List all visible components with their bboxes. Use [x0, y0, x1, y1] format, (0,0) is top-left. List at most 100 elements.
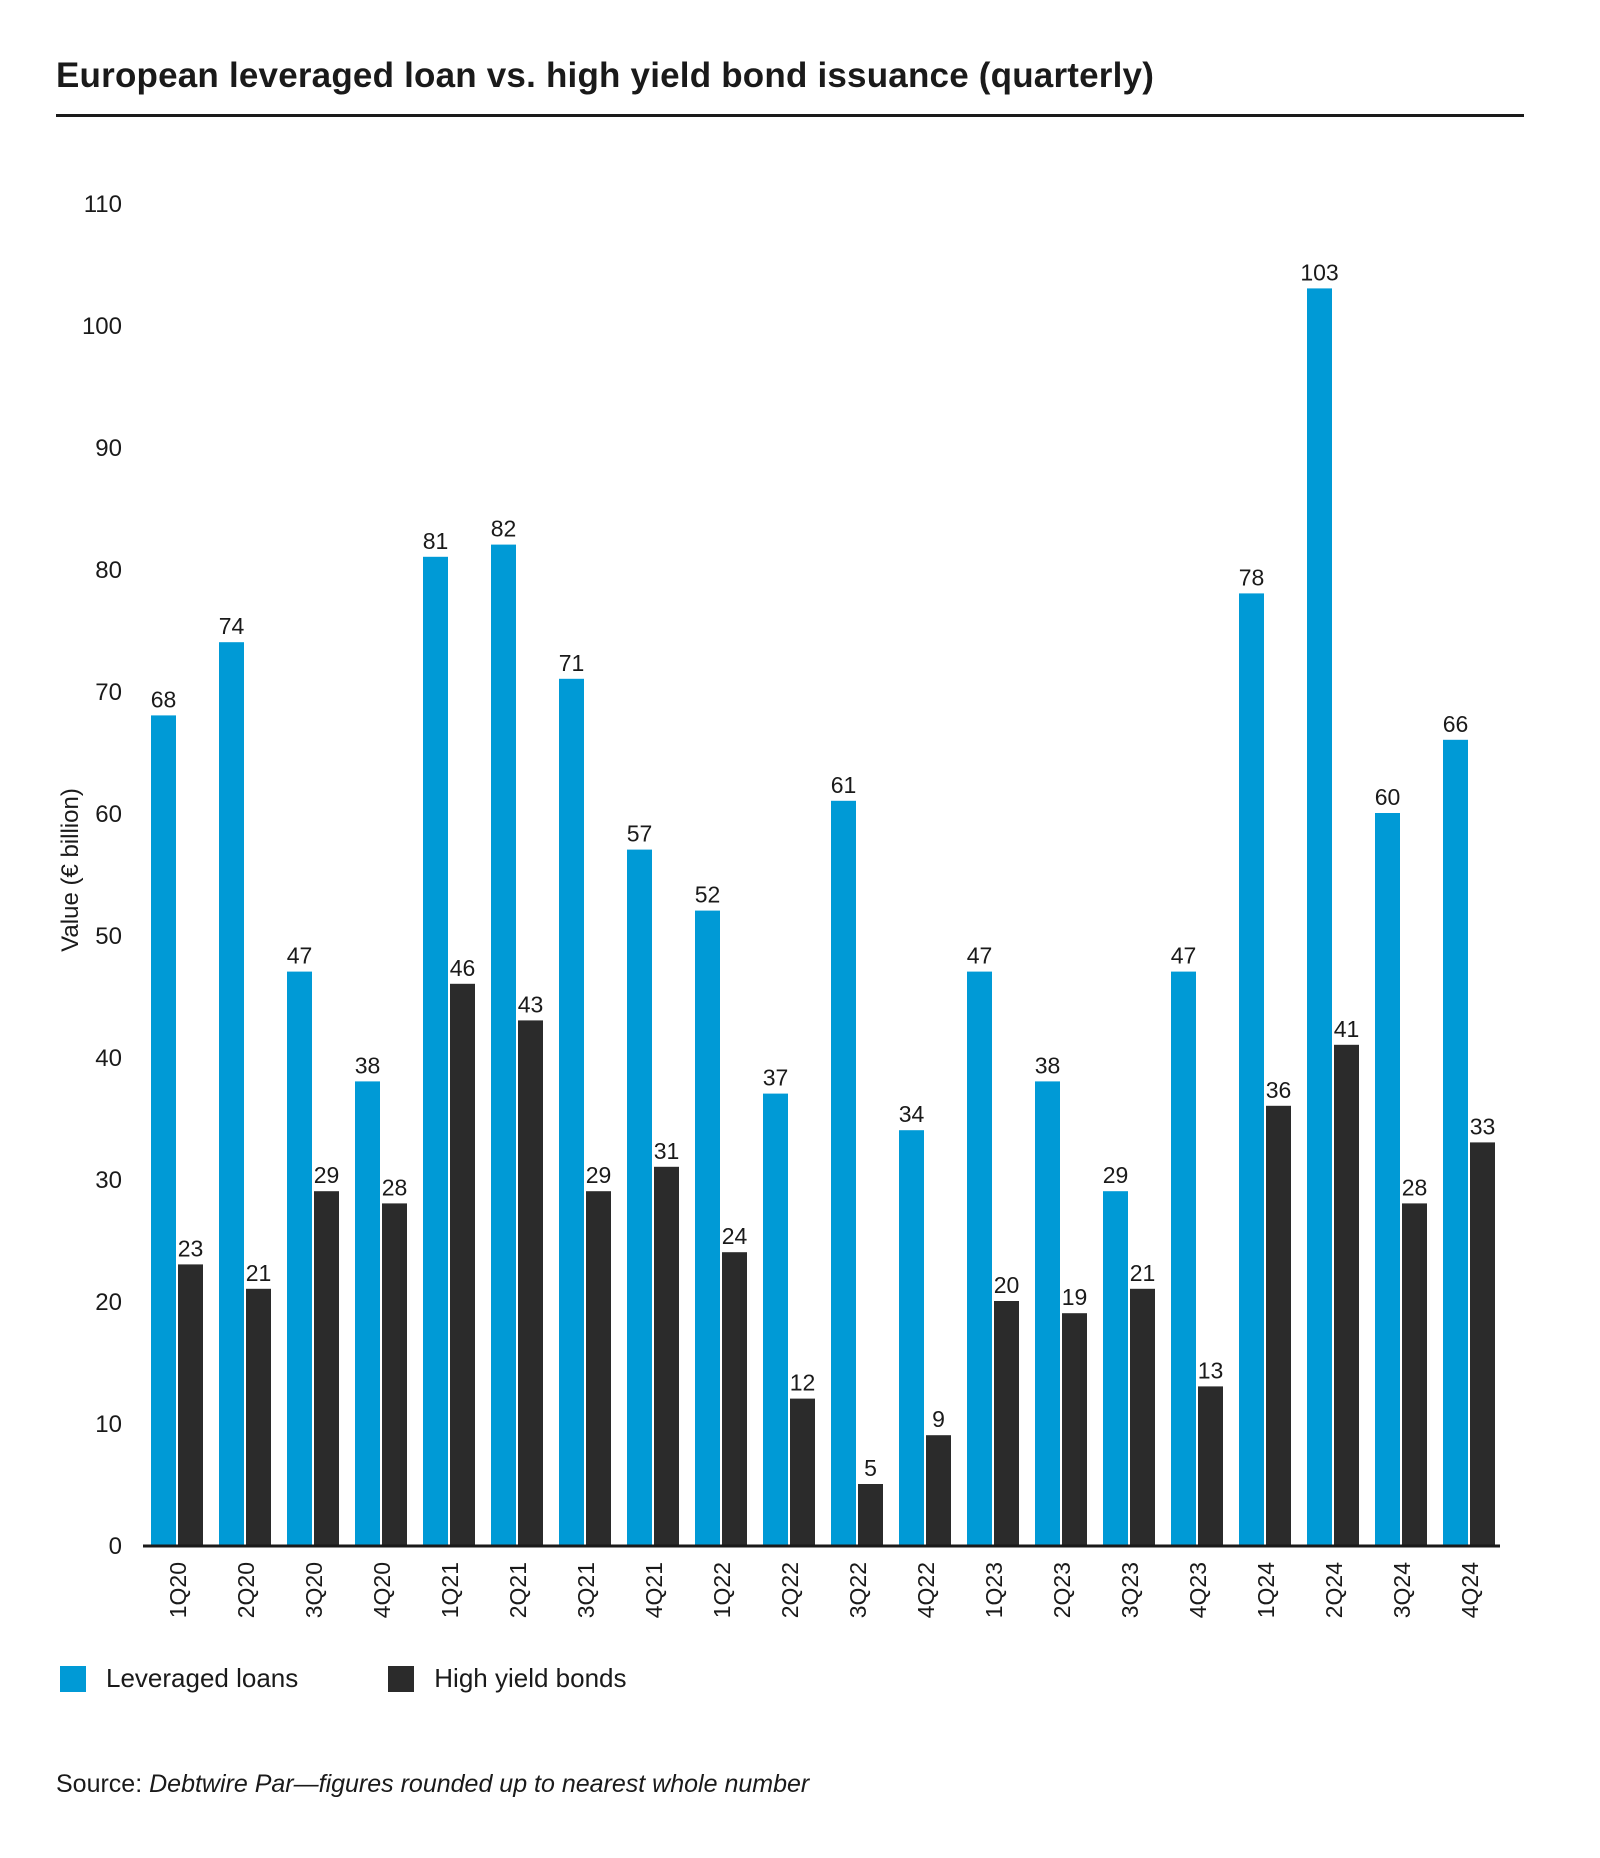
legend-swatch-high-yield-bonds	[388, 1665, 415, 1692]
data-label-leveraged-loans: 57	[627, 821, 653, 847]
bar-leveraged-loans-2q20	[219, 642, 244, 1545]
bar-leveraged-loans-2q23	[1035, 1081, 1060, 1545]
data-label-high-yield-bonds: 33	[1470, 1113, 1496, 1139]
bar-leveraged-loans-1q22	[695, 910, 720, 1545]
bar-leveraged-loans-1q24	[1239, 593, 1264, 1545]
y-tick-label: 100	[82, 313, 122, 340]
data-label-leveraged-loans: 47	[287, 943, 313, 969]
y-tick-label: 70	[95, 679, 122, 706]
bar-high-yield-bonds-1q20	[178, 1264, 203, 1545]
data-label-high-yield-bonds: 24	[722, 1223, 748, 1249]
bar-high-yield-bonds-2q23	[1062, 1313, 1087, 1545]
bar-leveraged-loans-1q21	[423, 556, 448, 1545]
data-label-leveraged-loans: 61	[831, 772, 857, 798]
y-axis-title: Value (€ billion)	[57, 788, 84, 952]
bar-high-yield-bonds-4q21	[654, 1166, 679, 1545]
data-label-high-yield-bonds: 20	[994, 1272, 1020, 1298]
legend-swatch-leveraged-loans	[60, 1665, 86, 1692]
y-tick-label: 30	[95, 1167, 122, 1194]
bar-leveraged-loans-3q22	[831, 800, 856, 1545]
x-tick-label: 2Q20	[233, 1562, 259, 1618]
source-text: Debtwire Par—figures rounded up to neare…	[149, 1770, 810, 1798]
data-label-high-yield-bonds: 29	[586, 1162, 612, 1188]
bar-leveraged-loans-4q22	[899, 1130, 924, 1545]
data-label-leveraged-loans: 81	[423, 528, 449, 554]
data-label-high-yield-bonds: 28	[382, 1174, 408, 1200]
bar-chart: 0 10 20 30 40 50 60 70 80 90 100 110 Value (€ billio…	[57, 191, 1500, 1618]
x-tick-label: 2Q21	[505, 1562, 531, 1618]
data-label-high-yield-bonds: 28	[1402, 1174, 1428, 1200]
data-label-high-yield-bonds: 5	[864, 1455, 877, 1481]
data-label-leveraged-loans: 66	[1443, 711, 1469, 737]
bar-leveraged-loans-3q21	[559, 678, 584, 1545]
x-tick-label: 1Q20	[165, 1562, 191, 1618]
legend-label-leveraged-loans: Leveraged loans	[106, 1663, 299, 1693]
y-tick-label: 90	[95, 435, 122, 462]
bar-high-yield-bonds-4q23	[1198, 1386, 1223, 1545]
bar-leveraged-loans-2q22	[763, 1093, 788, 1545]
bar-high-yield-bonds-2q22	[790, 1398, 815, 1545]
x-tick-label: 2Q24	[1321, 1562, 1347, 1618]
data-label-high-yield-bonds: 13	[1198, 1357, 1224, 1383]
data-label-leveraged-loans: 29	[1103, 1162, 1129, 1188]
x-tick-label: 4Q24	[1457, 1562, 1483, 1618]
source-label: Source:	[56, 1770, 143, 1798]
bar-leveraged-loans-4q24	[1443, 739, 1468, 1545]
bar-high-yield-bonds-1q22	[722, 1252, 747, 1545]
x-tick-label: 4Q23	[1185, 1562, 1211, 1618]
bar-high-yield-bonds-3q23	[1130, 1288, 1155, 1545]
x-tick-label: 4Q22	[913, 1562, 939, 1618]
data-label-high-yield-bonds: 23	[178, 1235, 204, 1261]
data-label-leveraged-loans: 37	[763, 1065, 789, 1091]
x-tick-label: 3Q21	[573, 1562, 599, 1618]
data-label-high-yield-bonds: 19	[1062, 1284, 1088, 1310]
data-label-leveraged-loans: 71	[559, 650, 585, 676]
bar-high-yield-bonds-1q24	[1266, 1105, 1291, 1545]
y-tick-label: 10	[95, 1411, 122, 1438]
data-label-leveraged-loans: 47	[967, 943, 993, 969]
data-label-high-yield-bonds: 31	[654, 1138, 680, 1164]
y-tick-label: 50	[95, 923, 122, 950]
bar-leveraged-loans-4q20	[355, 1081, 380, 1545]
data-label-high-yield-bonds: 29	[314, 1162, 340, 1188]
x-tick-label: 4Q20	[369, 1562, 395, 1618]
x-tick-label: 1Q24	[1253, 1562, 1279, 1618]
y-tick-label: 0	[109, 1533, 122, 1560]
legend: Leveraged loans High yield bonds	[60, 1663, 717, 1694]
bar-high-yield-bonds-2q21	[518, 1020, 543, 1545]
bar-leveraged-loans-3q23	[1103, 1191, 1128, 1545]
data-label-high-yield-bonds: 43	[518, 991, 544, 1017]
data-label-high-yield-bonds: 12	[790, 1370, 816, 1396]
bar-leveraged-loans-2q24	[1307, 288, 1332, 1545]
y-tick-label: 60	[95, 801, 122, 828]
x-tick-label: 2Q23	[1049, 1562, 1075, 1618]
data-label-leveraged-loans: 60	[1375, 784, 1401, 810]
bar-high-yield-bonds-4q22	[926, 1435, 951, 1545]
data-label-high-yield-bonds: 46	[450, 955, 476, 981]
data-label-leveraged-loans: 38	[355, 1052, 381, 1078]
bar-leveraged-loans-4q23	[1171, 971, 1196, 1545]
bar-high-yield-bonds-1q21	[450, 983, 475, 1545]
bar-high-yield-bonds-3q21	[586, 1191, 611, 1545]
bar-high-yield-bonds-3q24	[1402, 1203, 1427, 1545]
x-tick-label: 3Q24	[1389, 1562, 1415, 1618]
x-tick-label: 4Q21	[641, 1562, 667, 1618]
legend-item-leveraged-loans: Leveraged loans	[60, 1663, 298, 1694]
data-label-leveraged-loans: 47	[1171, 943, 1197, 969]
data-label-leveraged-loans: 34	[899, 1101, 925, 1127]
title-divider	[56, 114, 1524, 117]
x-tick-label: 1Q22	[709, 1562, 735, 1618]
bar-leveraged-loans-4q21	[627, 849, 652, 1545]
x-tick-label: 2Q22	[777, 1562, 803, 1618]
bar-leveraged-loans-1q23	[967, 971, 992, 1545]
bar-high-yield-bonds-2q24	[1334, 1044, 1359, 1545]
y-tick-label: 110	[84, 191, 122, 218]
legend-label-high-yield-bonds: High yield bonds	[434, 1663, 627, 1693]
data-label-high-yield-bonds: 36	[1266, 1077, 1292, 1103]
bar-high-yield-bonds-4q20	[382, 1203, 407, 1545]
data-label-high-yield-bonds: 21	[1130, 1260, 1156, 1286]
data-label-leveraged-loans: 82	[491, 516, 517, 542]
data-label-leveraged-loans: 74	[219, 613, 245, 639]
bar-leveraged-loans-1q20	[151, 715, 176, 1545]
chart-title: European leveraged loan vs. high yield b…	[56, 56, 1155, 95]
